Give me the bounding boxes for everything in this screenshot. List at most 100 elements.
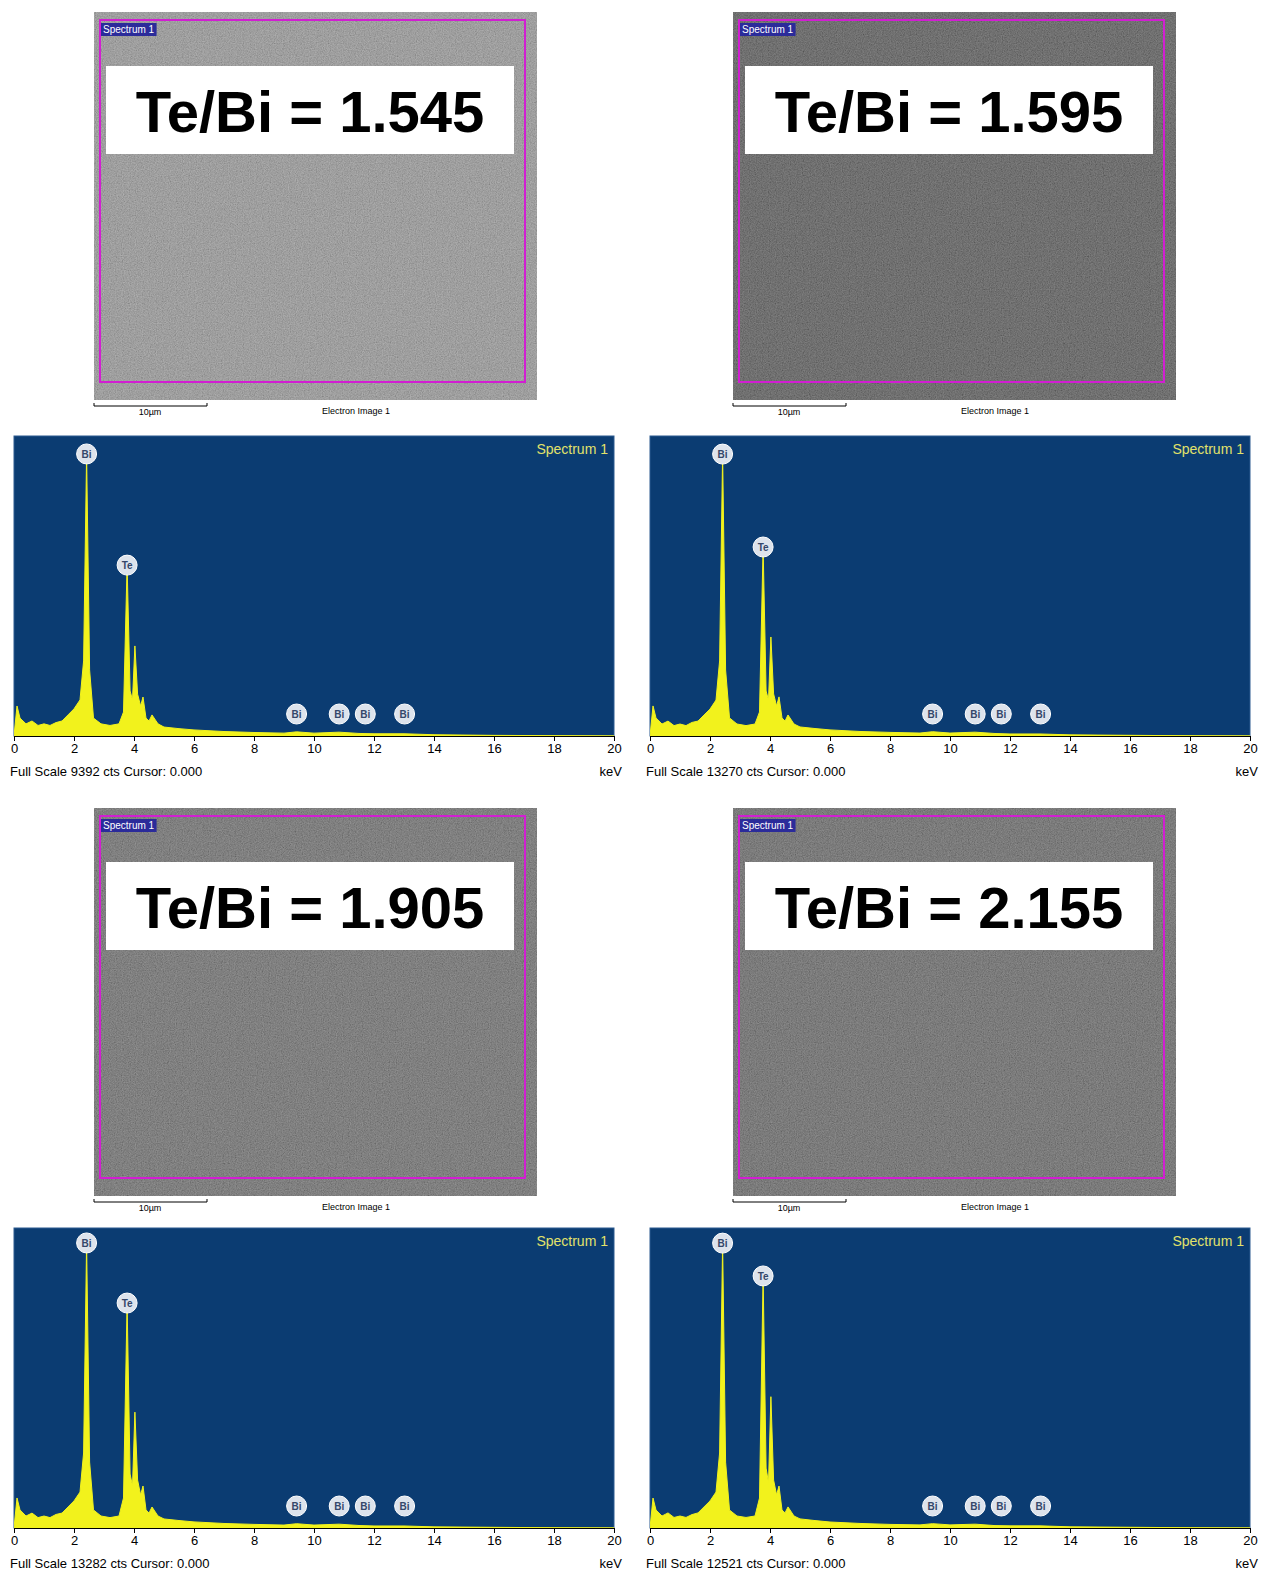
tick: 16: [1123, 1528, 1137, 1548]
peak-label-badge: [355, 704, 375, 724]
tick-label: 20: [607, 1533, 621, 1548]
tick-label: 12: [1003, 1533, 1017, 1548]
peak-label: Bi: [395, 1496, 415, 1516]
tick-label: 20: [1243, 1533, 1257, 1548]
peak-label: Bi: [77, 444, 97, 464]
peak-label-text: Bi: [928, 709, 938, 720]
tick-label: 2: [707, 1533, 714, 1548]
peak-label: Bi: [355, 1496, 375, 1516]
region-label: Spectrum 1: [742, 820, 794, 831]
tick-label: 0: [647, 741, 654, 756]
tick: 4: [767, 736, 774, 756]
peak-label: Bi: [329, 704, 349, 724]
plot-background: [650, 436, 1250, 736]
annotation: Full Scale 12521 cts Cursor: 0.000: [646, 1556, 845, 1571]
peak-label-text: Bi: [360, 709, 370, 720]
peak-label-text: Bi: [1036, 709, 1046, 720]
tick-label: 8: [887, 1533, 894, 1548]
chart-title: Spectrum 1: [536, 441, 608, 457]
spectrum-area: [650, 1243, 1250, 1528]
tick-label: 12: [367, 1533, 381, 1548]
peak-label: Bi: [1031, 704, 1051, 724]
peak-label: Te: [117, 1293, 137, 1313]
tick: 8: [887, 736, 894, 756]
tick: 10: [307, 736, 321, 756]
tick-label: 6: [827, 1533, 834, 1548]
tick-label: 18: [1183, 741, 1197, 756]
scale-bar-label: 10µm: [139, 407, 162, 417]
tick-label: 6: [827, 741, 834, 756]
peak-label-badge: [713, 1233, 733, 1253]
tick: 12: [367, 1528, 381, 1548]
tick-label: 20: [607, 741, 621, 756]
spectrum-panel: Spectrum 1BiTeBiBiBiBi02468101214161820F…: [10, 1228, 622, 1571]
region-label-bg: [101, 819, 157, 832]
ratio-label-bg: [745, 862, 1153, 950]
peak-label: Bi: [395, 704, 415, 724]
tick: 18: [547, 1528, 561, 1548]
tick-label: 16: [487, 741, 501, 756]
tick: 20: [607, 1528, 621, 1548]
peak-label-badge: [923, 704, 943, 724]
peak-label-badge: [713, 444, 733, 464]
x-axis-title: keV: [1236, 764, 1259, 779]
peak-label-text: Bi: [292, 709, 302, 720]
peak-label-text: Bi: [970, 709, 980, 720]
tick: 4: [131, 736, 138, 756]
image-caption: Electron Image 1: [322, 406, 390, 416]
sem-texture: [733, 808, 1176, 1196]
scale-bar-label: 10µm: [778, 407, 801, 417]
peak-label: Bi: [991, 704, 1011, 724]
spectrum-area: [650, 454, 1250, 736]
x-axis: 02468101214161820: [11, 1528, 622, 1548]
peak-label-text: Bi: [400, 709, 410, 720]
tick: 14: [1063, 1528, 1077, 1548]
plot-area: [650, 454, 1250, 736]
ratio-label: Te/Bi = 2.155: [775, 875, 1124, 940]
tick-label: 10: [943, 1533, 957, 1548]
image-caption: Electron Image 1: [322, 1202, 390, 1212]
sem-texture: [94, 12, 537, 400]
ratio-label: Te/Bi = 1.545: [136, 79, 485, 144]
peak-label-text: Bi: [928, 1501, 938, 1512]
peak-label: Bi: [991, 1496, 1011, 1516]
tick: 16: [487, 1528, 501, 1548]
tick-label: 14: [427, 741, 441, 756]
spectrum-panel: Spectrum 1BiTeBiBiBiBi02468101214161820F…: [10, 436, 622, 779]
scale-bar: [94, 403, 207, 406]
scale-bar: [733, 403, 846, 406]
ratio-label-bg: [745, 66, 1153, 154]
tick: 6: [191, 736, 198, 756]
peak-label-text: Bi: [360, 1501, 370, 1512]
tick-label: 0: [11, 1533, 18, 1548]
chart-title: Spectrum 1: [536, 1233, 608, 1249]
peak-label-badge: [395, 1496, 415, 1516]
tick-label: 6: [191, 741, 198, 756]
tick: 12: [367, 736, 381, 756]
region-frame: [100, 20, 525, 382]
tick-label: 4: [767, 741, 774, 756]
scale-bar: [733, 1199, 846, 1202]
region-label: Spectrum 1: [103, 820, 155, 831]
peak-label: Bi: [965, 704, 985, 724]
tick-label: 18: [547, 741, 561, 756]
sem-panel: Spectrum 1Te/Bi = 1.59510µmElectron Imag…: [733, 12, 1176, 417]
region-label-bg: [740, 23, 796, 36]
tick-label: 0: [647, 1533, 654, 1548]
spectrum-area: [14, 1243, 614, 1528]
peak-label-badge: [1031, 1496, 1051, 1516]
tick-label: 2: [71, 741, 78, 756]
sem-panel: Spectrum 1Te/Bi = 1.54510µmElectron Imag…: [94, 12, 537, 417]
peak-label-badge: [1031, 704, 1051, 724]
tick-label: 4: [767, 1533, 774, 1548]
tick-label: 2: [707, 741, 714, 756]
peak-label-text: Bi: [718, 1238, 728, 1249]
tick-label: 20: [1243, 741, 1257, 756]
tick: 12: [1003, 1528, 1017, 1548]
tick: 4: [767, 1528, 774, 1548]
peak-label-text: Bi: [996, 1501, 1006, 1512]
x-axis-title: keV: [1236, 1556, 1259, 1571]
tick-label: 2: [71, 1533, 78, 1548]
peak-label-text: Te: [758, 542, 769, 553]
peak-label-badge: [329, 704, 349, 724]
